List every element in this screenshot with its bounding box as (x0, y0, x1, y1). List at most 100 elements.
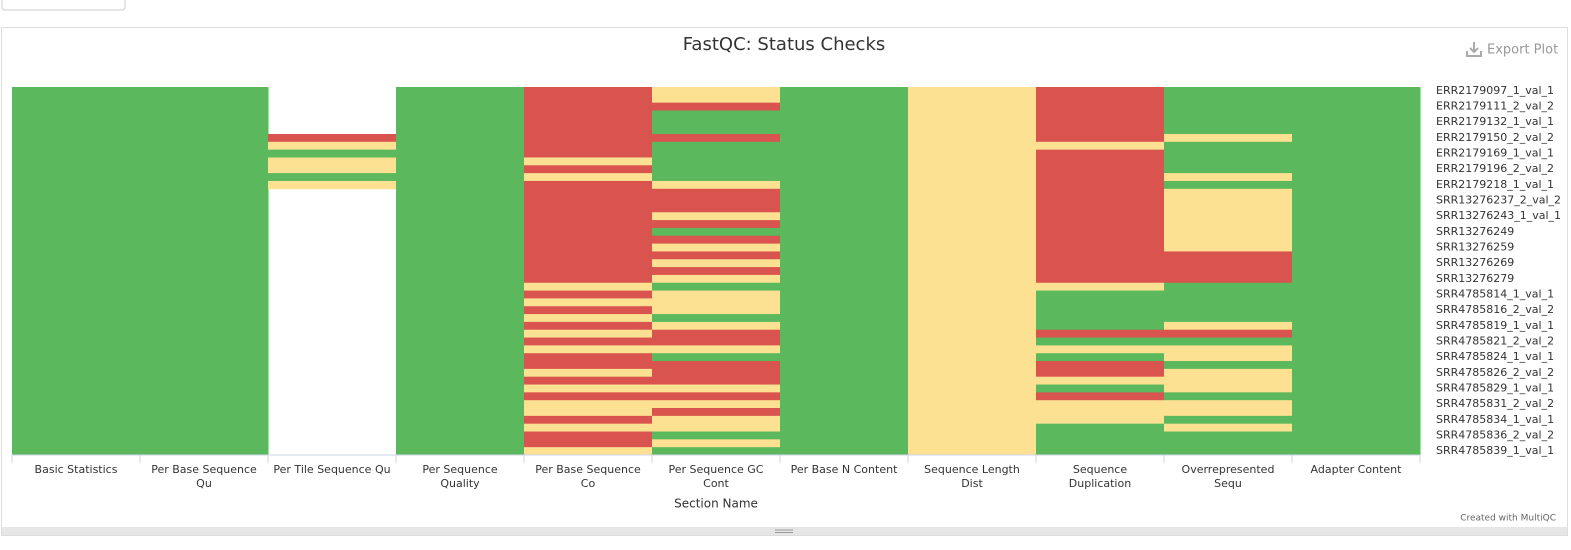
heatmap-cell (12, 368, 141, 378)
heatmap-cell (652, 290, 781, 299)
heatmap-cell (12, 157, 141, 166)
heatmap-cell (396, 423, 525, 433)
heatmap-cell (396, 259, 525, 268)
heatmap-cell (396, 235, 525, 245)
heatmap-cell (140, 126, 269, 135)
heatmap-cell (396, 149, 525, 158)
heatmap-cell (908, 321, 1037, 331)
heatmap-cell (908, 204, 1037, 213)
heatmap-cell (1292, 94, 1421, 104)
heatmap-cell (396, 94, 525, 104)
heatmap-cell (140, 141, 269, 151)
heatmap-cell (908, 282, 1037, 292)
heatmap-cell (908, 274, 1037, 284)
heatmap-cell (780, 290, 909, 299)
heatmap-cell (1292, 376, 1421, 386)
heatmap-cell (652, 392, 781, 401)
y-tick-label: SRR4785836_2_val_2 (1436, 428, 1554, 441)
heatmap-cell (140, 157, 269, 166)
heatmap-cell (396, 87, 525, 96)
heatmap-cell (652, 149, 781, 158)
heatmap-cell (12, 306, 141, 315)
heatmap-cell (1292, 204, 1421, 213)
heatmap-cell (524, 196, 653, 205)
heatmap-cell (524, 298, 653, 307)
heatmap-cell (12, 235, 141, 245)
export-button[interactable]: Export Plot (1466, 42, 1558, 58)
heatmap-cell (1036, 431, 1165, 440)
heatmap-cell (652, 227, 781, 237)
heatmap-cell (1164, 439, 1293, 448)
heatmap-cell (1292, 118, 1421, 127)
heatmap-cell (268, 149, 397, 158)
heatmap-cell (780, 141, 909, 151)
y-tick-label: ERR2179218_1_val_1 (1436, 178, 1554, 191)
heatmap-cell (524, 400, 653, 409)
search-box[interactable] (1, 0, 126, 11)
credit: Created with MultiQC (1460, 514, 1556, 524)
export-label[interactable]: Export Plot (1487, 43, 1558, 58)
y-tick-label: SRR4785816_2_val_2 (1436, 303, 1554, 316)
heatmap-cell (140, 267, 269, 276)
heatmap-cell (140, 251, 269, 260)
heatmap-cell (908, 400, 1037, 409)
heatmap-cell (1036, 204, 1165, 213)
heatmap-cell (1164, 235, 1293, 245)
heatmap-cell (396, 376, 525, 386)
heatmap-cell (396, 118, 525, 127)
heatmap-cell (1164, 274, 1293, 284)
heatmap-cell (524, 87, 653, 96)
heatmap-cell (524, 243, 653, 252)
heatmap-cell (908, 267, 1037, 276)
heatmap-cell (908, 87, 1037, 96)
heatmap-cell (524, 423, 653, 433)
heatmap-cell (908, 392, 1037, 401)
heatmap-cell (1292, 282, 1421, 292)
heatmap-cell (1036, 141, 1165, 151)
heatmap-cell (1036, 447, 1165, 456)
heatmap-cell (396, 415, 525, 425)
heatmap-cell (1292, 274, 1421, 284)
heatmap-cell (140, 173, 269, 182)
heatmap-cell (524, 235, 653, 245)
heatmap-cell (140, 400, 269, 409)
heatmap-cell (1036, 267, 1165, 276)
heatmap-cell (140, 220, 269, 229)
heatmap-cell (1036, 337, 1165, 346)
heatmap-cell (908, 361, 1037, 370)
heatmap-cell (396, 110, 525, 119)
heatmap-cell (524, 94, 653, 104)
y-tick-label: SRR13276259 (1436, 241, 1514, 254)
heatmap-cell (1036, 329, 1165, 339)
y-tick-label: ERR2179150_2_val_2 (1436, 131, 1554, 144)
heatmap-cell (524, 439, 653, 448)
heatmap-cell (396, 227, 525, 237)
heatmap-cell (396, 102, 525, 111)
heatmap-cell (12, 204, 141, 213)
heatmap-cell (1036, 439, 1165, 448)
heatmap-cell (908, 180, 1037, 190)
y-tick-label: SRR4785834_1_val_1 (1436, 413, 1554, 426)
heatmap-cell (1292, 126, 1421, 135)
heatmap-cell (652, 220, 781, 229)
heatmap-cell (396, 321, 525, 331)
heatmap-cell (908, 447, 1037, 456)
heatmap-cell (780, 220, 909, 229)
heatmap-cell (1036, 298, 1165, 307)
heatmap-cell (268, 165, 397, 174)
heatmap-cell (1036, 290, 1165, 299)
heatmap-cell (396, 212, 525, 221)
heatmap-cell (396, 408, 525, 417)
heatmap-cell (524, 267, 653, 276)
heatmap-cell (396, 447, 525, 456)
heatmap-cell (12, 384, 141, 393)
heatmap-cell (1164, 204, 1293, 213)
heatmap-cell (524, 165, 653, 174)
resize-bar[interactable] (2, 527, 1567, 535)
heatmap-cell (396, 345, 525, 354)
heatmap-cell (1292, 392, 1421, 401)
heatmap-cell (1292, 439, 1421, 448)
heatmap-cell (140, 235, 269, 245)
heatmap-cell (396, 173, 525, 182)
heatmap-cell (268, 173, 397, 182)
